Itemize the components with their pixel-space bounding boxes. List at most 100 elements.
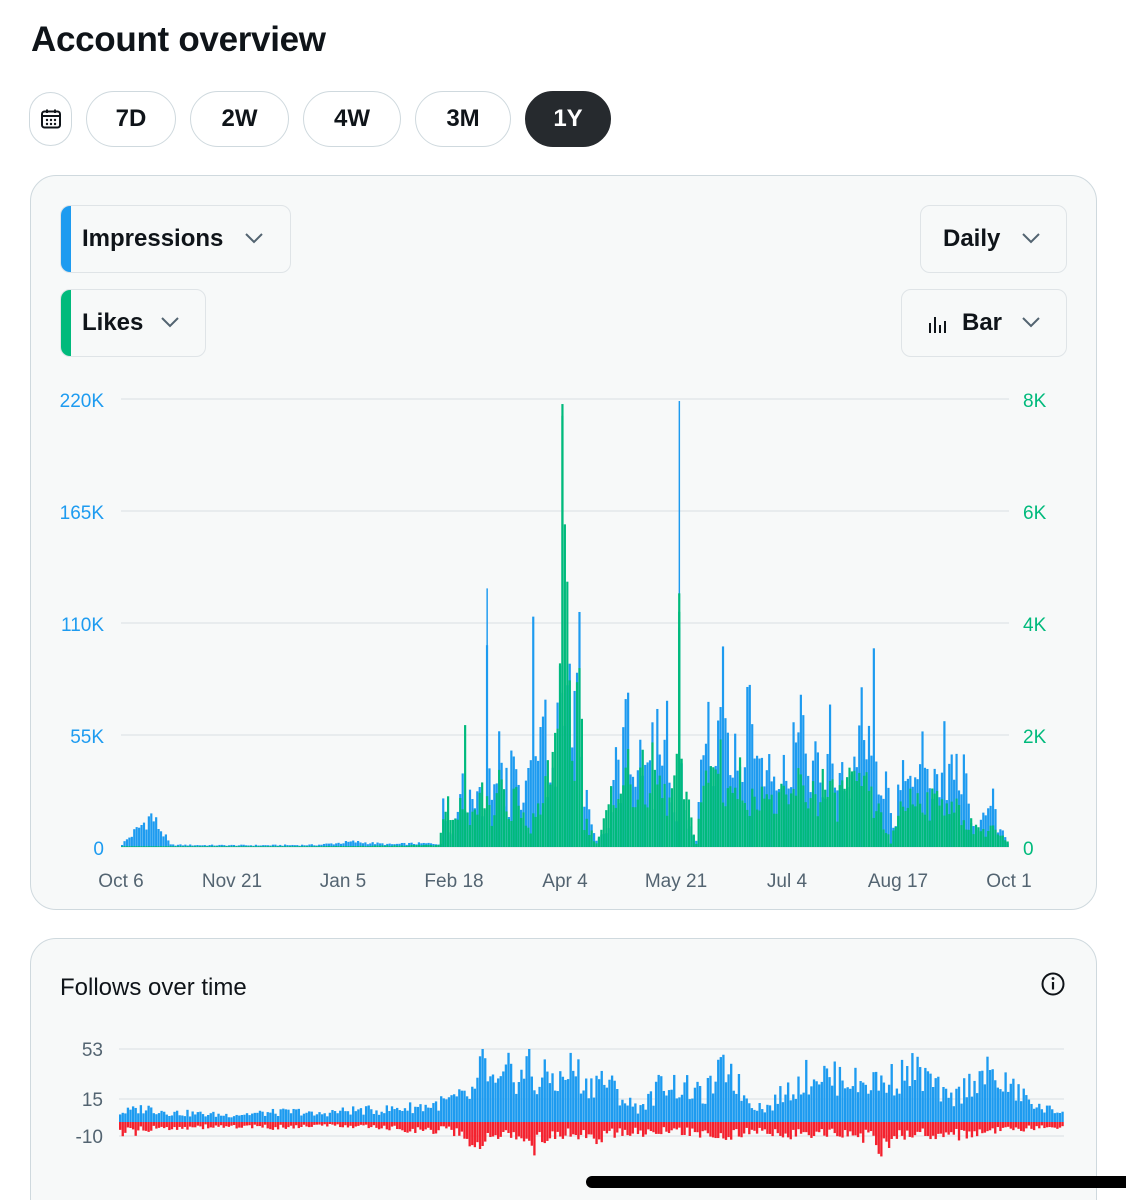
range-4w-button[interactable]: 4W — [303, 91, 401, 147]
likes-bar — [790, 793, 793, 847]
interval-dropdown[interactable]: Daily — [920, 205, 1067, 273]
likes-bar — [641, 749, 644, 847]
likes-bar — [155, 846, 158, 847]
follows-bar — [144, 1110, 148, 1122]
likes-bar — [305, 846, 309, 847]
follows-bar — [274, 1113, 277, 1122]
likes-bar — [948, 814, 951, 847]
unfollows-bar — [336, 1122, 339, 1125]
likes-bar — [685, 791, 688, 847]
range-1y-button[interactable]: 1Y — [525, 91, 611, 147]
follows-bar — [403, 1108, 407, 1122]
unfollows-bar — [183, 1122, 187, 1127]
unfollows-bar — [1022, 1122, 1025, 1132]
impressions-bar — [125, 839, 129, 847]
unfollows-bar — [559, 1122, 562, 1137]
follows-bar — [877, 1090, 880, 1122]
impressions-bar — [588, 809, 591, 847]
likes-bar — [965, 829, 968, 847]
likes-bar — [485, 796, 489, 847]
follows-bar — [188, 1116, 192, 1122]
likes-bar — [804, 802, 807, 847]
impressions-bar — [897, 784, 900, 847]
unfollows-bar — [1058, 1122, 1062, 1128]
unfollows-bar — [913, 1122, 917, 1136]
unfollows-bar — [792, 1122, 795, 1130]
likes-bar — [169, 846, 172, 847]
unfollows-bar — [983, 1122, 987, 1133]
likes-bar — [721, 802, 725, 847]
likes-bar — [916, 793, 919, 847]
impressions-bar — [468, 789, 472, 847]
unfollows-bar — [460, 1122, 464, 1132]
likes-bar — [223, 846, 226, 847]
unfollows-bar — [160, 1122, 163, 1127]
info-icon[interactable] — [1040, 971, 1066, 997]
unfollows-bar — [947, 1122, 950, 1135]
follows-bar — [478, 1056, 482, 1122]
likes-bar — [344, 846, 348, 847]
unfollows-bar — [963, 1122, 966, 1131]
follows-bar — [199, 1111, 202, 1122]
likes-bar — [356, 846, 360, 847]
likes-bar — [580, 718, 584, 847]
follows-bar — [463, 1090, 466, 1122]
unfollows-bar — [706, 1122, 710, 1134]
follows-bar — [895, 1088, 899, 1122]
likes-bar — [792, 788, 795, 847]
likes-bar — [763, 798, 766, 847]
likes-bar — [933, 793, 936, 847]
follows-bar — [732, 1090, 735, 1122]
unfollows-bar — [331, 1122, 334, 1125]
range-7d-button[interactable]: 7D — [86, 91, 176, 147]
likes-bar — [972, 834, 975, 847]
likes-bar — [714, 769, 717, 847]
range-2w-button[interactable]: 2W — [190, 91, 289, 147]
follows-bar — [719, 1057, 722, 1122]
follows-bar — [434, 1101, 438, 1122]
likes-bar — [539, 814, 542, 847]
likes-bar — [264, 846, 267, 847]
likes-bar — [130, 846, 133, 847]
likes-bar — [880, 812, 883, 847]
unfollows-bar — [735, 1122, 738, 1130]
unfollows-bar — [535, 1122, 539, 1135]
calendar-button[interactable] — [29, 92, 72, 146]
follows-bar — [906, 1066, 909, 1122]
follows-bar — [802, 1092, 805, 1122]
unfollows-bar — [548, 1122, 552, 1139]
unfollows-bar — [704, 1122, 707, 1131]
unfollows-bar — [585, 1122, 588, 1139]
likes-bar — [257, 846, 260, 847]
chart-type-dropdown[interactable]: Bar — [901, 289, 1067, 357]
impressions-bar — [232, 844, 236, 847]
unfollows-bar — [346, 1122, 350, 1128]
unfollows-bar — [494, 1122, 497, 1136]
unfollows-bar — [1045, 1122, 1049, 1128]
follows-bar — [931, 1087, 935, 1122]
likes-bar — [780, 783, 783, 847]
follows-bar — [597, 1079, 601, 1122]
likes-bar — [607, 804, 610, 847]
impressions-bar — [181, 845, 185, 847]
unfollows-bar — [649, 1122, 653, 1132]
unfollows-bar — [432, 1122, 435, 1134]
range-3m-button[interactable]: 3M — [415, 91, 511, 147]
impressions-bar — [884, 771, 888, 847]
secondary-metric-dropdown[interactable]: Likes — [60, 289, 206, 357]
likes-bar — [746, 809, 749, 847]
follows-bar — [533, 1090, 536, 1122]
unfollows-bar — [919, 1122, 922, 1133]
likes-bar — [996, 834, 1000, 847]
primary-metric-dropdown[interactable]: Impressions — [60, 205, 291, 273]
unfollows-bar — [812, 1122, 816, 1136]
likes-bar — [974, 824, 978, 847]
follows-bar — [362, 1114, 365, 1122]
follows-bar — [629, 1097, 632, 1122]
follows-bar — [698, 1085, 702, 1122]
follows-bar — [903, 1080, 906, 1122]
likes-bar — [592, 841, 596, 847]
likes-bar — [758, 810, 761, 847]
unfollows-bar — [647, 1122, 650, 1130]
unfollows-bar — [305, 1122, 308, 1127]
